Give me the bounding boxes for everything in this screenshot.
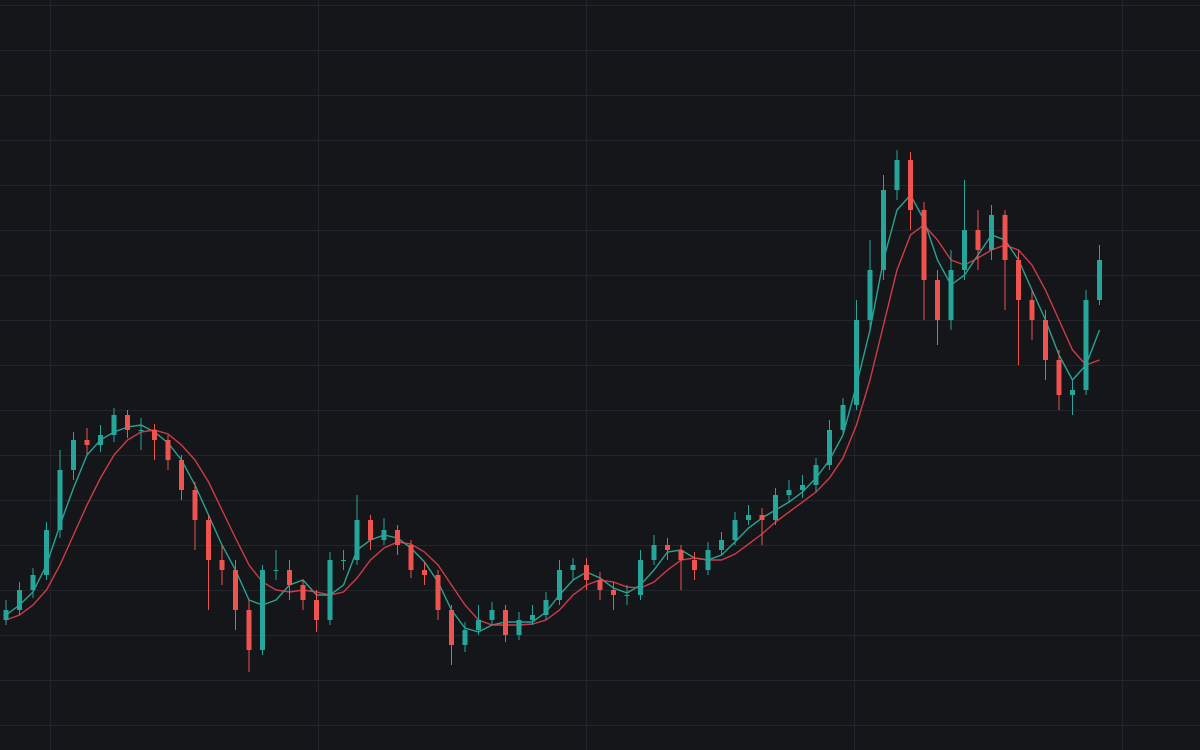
candle-body	[17, 590, 22, 610]
candle-body	[800, 485, 805, 490]
candle-body	[489, 610, 495, 620]
candle-body	[408, 545, 414, 570]
candle-body	[1016, 260, 1021, 300]
candle-body	[381, 530, 387, 540]
candle-body	[557, 570, 562, 600]
candle-body	[786, 490, 792, 495]
candle-body	[341, 560, 346, 561]
candle-body	[327, 560, 333, 620]
candle-body	[921, 210, 927, 280]
candle-body	[584, 565, 589, 580]
candle-body	[732, 520, 738, 540]
candle-body	[233, 570, 238, 610]
candle-body	[260, 570, 265, 650]
candle-body	[71, 440, 76, 470]
candle-body	[827, 430, 832, 465]
candle-body	[246, 610, 252, 650]
candle-body	[962, 230, 967, 270]
candle-body	[354, 520, 360, 560]
candle-body	[813, 465, 819, 485]
candle-body	[651, 545, 657, 560]
candle-body	[678, 550, 684, 560]
candle-body	[692, 560, 697, 570]
candle-body	[273, 570, 279, 571]
candle-body	[854, 320, 859, 405]
candle-body	[287, 570, 292, 585]
candle-body	[1097, 260, 1102, 300]
candle-body	[125, 415, 130, 430]
candle-body	[948, 270, 954, 320]
candle-body	[719, 540, 724, 550]
candle-body	[368, 520, 373, 540]
candle-body	[138, 430, 144, 431]
candle-body	[206, 520, 211, 560]
candle-body	[98, 435, 103, 445]
candle-body	[881, 190, 886, 270]
candle-body	[152, 430, 157, 440]
candle-body	[219, 560, 225, 570]
candle-body	[111, 415, 117, 435]
candle-body	[1083, 300, 1089, 390]
candle-body	[179, 460, 184, 490]
candle-body	[530, 615, 535, 620]
candle-body	[1070, 390, 1075, 395]
candle-body	[44, 530, 49, 575]
candle-body	[462, 630, 468, 645]
candle-body	[449, 610, 454, 645]
candle-body	[773, 495, 778, 520]
candle-body	[3, 610, 9, 620]
candle-body	[638, 560, 643, 595]
candle-body	[503, 610, 508, 635]
candle-body	[1029, 300, 1035, 320]
candle-body	[611, 590, 616, 595]
candle-body	[422, 570, 427, 575]
candle-body	[1043, 320, 1048, 360]
candle-body	[165, 440, 171, 460]
candle-body	[975, 230, 981, 250]
candle-body	[543, 600, 549, 615]
candle-body	[300, 585, 306, 600]
candle-body	[746, 515, 751, 520]
candle-body	[516, 620, 522, 635]
candle-body	[476, 620, 481, 630]
candle-body	[1056, 360, 1062, 395]
moving-average-line	[5, 224, 1100, 626]
candle-body	[759, 515, 765, 520]
candle-body	[30, 575, 36, 590]
candle-body	[894, 160, 900, 190]
candle-body	[989, 215, 994, 250]
candle-body	[935, 280, 940, 320]
candle-body	[84, 440, 90, 445]
candle-body	[840, 405, 846, 430]
candle-body	[705, 550, 711, 570]
candle-body	[597, 580, 603, 590]
candle-body	[314, 600, 319, 620]
candle-body	[570, 565, 576, 570]
candle-body	[192, 490, 198, 520]
candle-body	[435, 575, 441, 610]
candle-body	[57, 470, 63, 530]
moving-average-line	[5, 193, 1101, 633]
candle-body	[624, 595, 630, 596]
candle-body	[1002, 215, 1008, 260]
candle-body	[395, 530, 400, 545]
candle-body	[908, 160, 913, 210]
candle-body	[665, 545, 670, 550]
candle-body	[867, 270, 873, 320]
